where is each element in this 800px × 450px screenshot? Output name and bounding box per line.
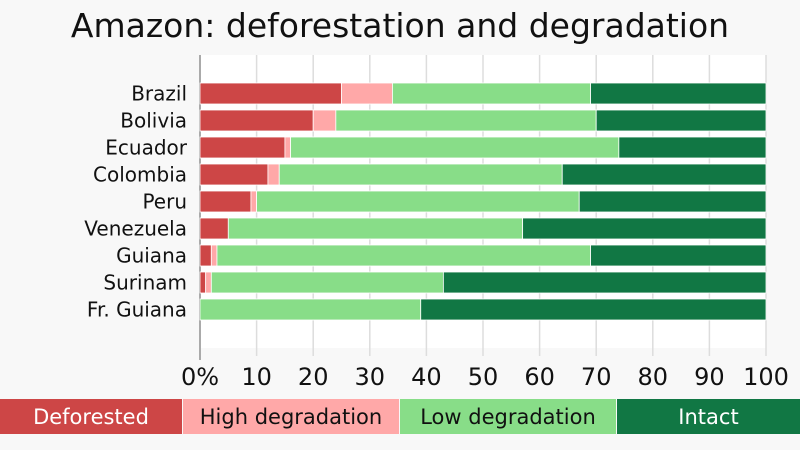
bar-segment <box>210 271 444 294</box>
x-tick-label: 10 <box>241 363 272 391</box>
x-tick-label: 80 <box>638 363 669 391</box>
bar-segment <box>205 271 212 294</box>
category-label: Surinam <box>103 271 187 295</box>
bar-segment <box>284 136 291 159</box>
x-tick-label: 70 <box>581 363 612 391</box>
bar-segment <box>199 109 314 132</box>
bar-segment <box>561 163 767 186</box>
category-label: Peru <box>142 190 187 214</box>
bar-segment <box>278 163 563 186</box>
bar-segment <box>199 163 269 186</box>
legend-item: High degradation <box>183 399 399 434</box>
bar-segment <box>227 217 524 240</box>
bar-segment <box>199 190 252 213</box>
legend-item: Deforested <box>0 399 182 434</box>
x-tick-label: 20 <box>298 363 329 391</box>
category-label: Ecuador <box>105 136 187 160</box>
bar-segment <box>199 271 207 294</box>
x-tick-label: 0% <box>181 363 219 391</box>
legend-item: Low degradation <box>400 399 616 434</box>
bar-segment <box>199 217 229 240</box>
bar-segment <box>210 244 218 267</box>
bar-segment <box>199 298 422 321</box>
bar-segment <box>199 136 286 159</box>
chart-title: Amazon: deforestation and degradation <box>70 6 730 45</box>
x-tick-label: 30 <box>355 363 386 391</box>
bar-segment <box>420 298 767 321</box>
bar-segment <box>250 190 258 213</box>
bar-segment <box>578 190 767 213</box>
bar-segment <box>216 244 591 267</box>
x-tick-label: 90 <box>694 363 725 391</box>
category-label: Guiana <box>116 244 187 268</box>
category-label: Bolivia <box>120 109 187 133</box>
bar-segment <box>267 163 280 186</box>
bar-segment <box>312 109 337 132</box>
bar-segment <box>590 244 767 267</box>
bar-segment <box>199 82 342 105</box>
x-tick-label: 50 <box>468 363 499 391</box>
bar-segment <box>522 217 767 240</box>
x-tick-label: 60 <box>524 363 555 391</box>
x-tick-label: 40 <box>411 363 442 391</box>
bar-segment <box>618 136 767 159</box>
bar-segment <box>590 82 767 105</box>
category-label: Venezuela <box>84 217 187 241</box>
category-label: Brazil <box>131 82 187 106</box>
bar-segment <box>290 136 620 159</box>
bar-segment <box>256 190 580 213</box>
category-label: Fr. Guiana <box>87 298 187 322</box>
bar-segment <box>442 271 767 294</box>
bar-segment <box>392 82 591 105</box>
legend-item: Intact <box>617 399 800 434</box>
bar-segment <box>335 109 597 132</box>
bar-segment <box>199 244 212 267</box>
category-label: Colombia <box>93 163 187 187</box>
x-tick-label: 100 <box>743 363 789 391</box>
bar-segment <box>595 109 767 132</box>
bar-segment <box>341 82 393 105</box>
